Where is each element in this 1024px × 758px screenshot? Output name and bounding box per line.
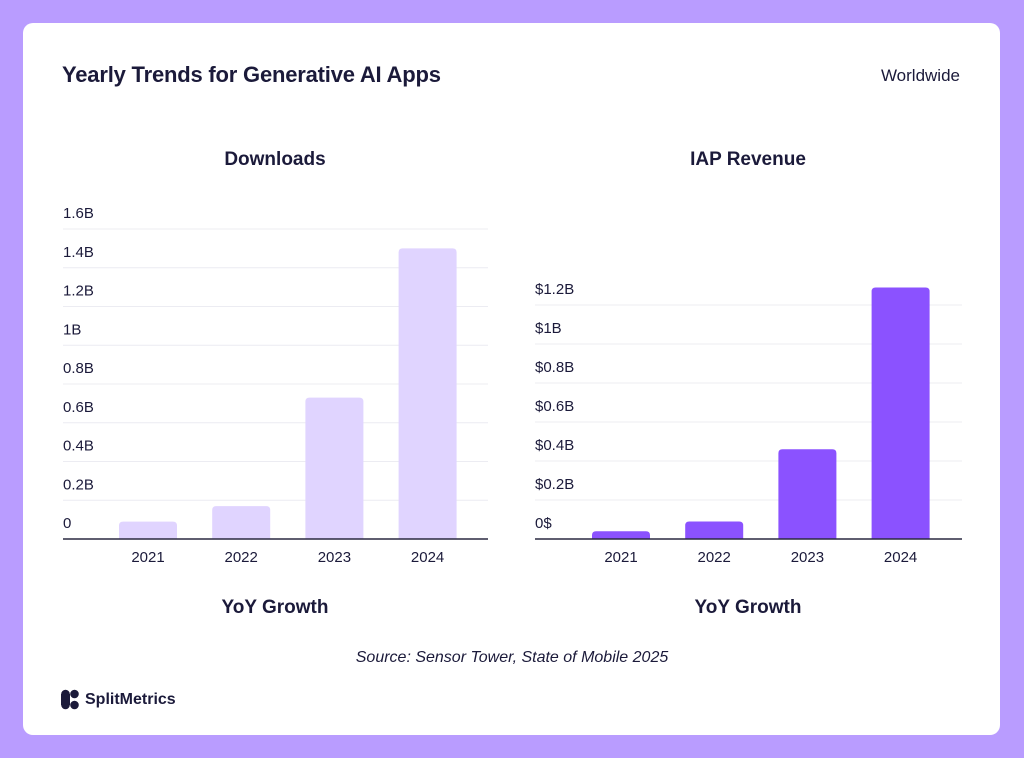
x-tick-label: 2024 xyxy=(884,549,917,566)
y-tick-label: 1.6B xyxy=(63,205,94,222)
y-tick-label: $0.6B xyxy=(535,398,574,415)
y-tick-label: 1.2B xyxy=(63,283,94,300)
revenue-yoy-label: YoY Growth xyxy=(694,597,802,618)
downloads-chart-title: Downloads xyxy=(224,149,326,170)
bar-2024 xyxy=(398,248,457,539)
y-tick-label: 0.8B xyxy=(63,360,94,377)
bar-2023 xyxy=(305,397,364,539)
bar-2024 xyxy=(871,287,930,539)
bar-2022 xyxy=(212,506,271,539)
source-note: Source: Sensor Tower, State of Mobile 20… xyxy=(355,649,669,666)
y-tick-label: 1.4B xyxy=(63,244,94,261)
bar-2021 xyxy=(592,531,650,539)
y-tick-label: 0.4B xyxy=(63,438,94,455)
y-tick-label: 0 xyxy=(63,515,71,532)
page-title: Yearly Trends for Generative AI Apps xyxy=(62,62,441,87)
y-tick-label: 1B xyxy=(63,321,81,338)
y-tick-label: $0.2B xyxy=(535,476,574,493)
card xyxy=(23,23,1000,735)
y-tick-label: $1.2B xyxy=(535,281,574,298)
revenue-chart-title: IAP Revenue xyxy=(690,149,806,170)
x-tick-label: 2022 xyxy=(698,549,731,566)
x-tick-label: 2021 xyxy=(131,549,164,566)
y-tick-label: 0.6B xyxy=(63,399,94,416)
x-tick-label: 2022 xyxy=(225,549,258,566)
brand-logo: SplitMetrics xyxy=(61,689,176,711)
x-tick-label: 2023 xyxy=(318,549,351,566)
y-tick-label: $0.4B xyxy=(535,437,574,454)
bar-2022 xyxy=(685,521,744,539)
y-tick-label: 0$ xyxy=(535,515,552,532)
bar-2023 xyxy=(778,449,837,539)
splitmetrics-logo-icon xyxy=(61,689,79,710)
downloads-yoy-label: YoY Growth xyxy=(221,597,329,618)
y-tick-label: $1B xyxy=(535,320,562,337)
brand-name: SplitMetrics xyxy=(85,691,176,708)
x-tick-label: 2021 xyxy=(604,549,637,566)
x-tick-label: 2024 xyxy=(411,549,444,566)
region-label: Worldwide xyxy=(880,66,960,85)
x-tick-label: 2023 xyxy=(791,549,824,566)
y-tick-label: $0.8B xyxy=(535,359,574,376)
y-tick-label: 0.2B xyxy=(63,476,94,493)
bar-2021 xyxy=(119,521,177,539)
